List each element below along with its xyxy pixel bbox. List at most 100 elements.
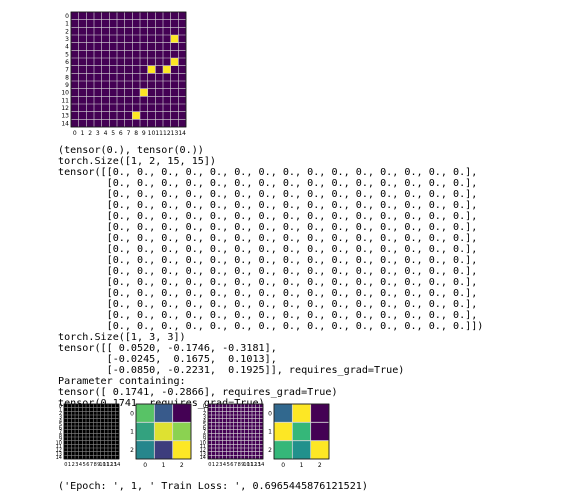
heatmap-cell xyxy=(82,404,86,408)
heatmap-cell xyxy=(215,433,219,437)
heatmap-cell xyxy=(75,429,79,434)
x-tick-label: 0 xyxy=(64,462,67,468)
heatmap-cell xyxy=(163,88,171,97)
heatmap-cell xyxy=(147,119,156,127)
heatmap-cell xyxy=(78,58,87,66)
heatmap-cell xyxy=(124,73,133,81)
heatmap-cell xyxy=(86,19,94,28)
heatmap-cell xyxy=(71,42,79,51)
x-tick-label: 6 xyxy=(119,130,123,137)
heatmap-cell xyxy=(78,418,83,423)
console-line: torch.Size([1, 3, 3]) xyxy=(58,332,186,343)
console-line: [0., 0., 0., 0., 0., 0., 0., 0., 0., 0.,… xyxy=(58,266,478,277)
x-tick-label: 2 xyxy=(216,462,219,468)
heatmap-cell xyxy=(252,411,256,415)
y-tick-label: 4 xyxy=(203,418,206,424)
heatmap-cell xyxy=(117,27,125,35)
heatmap-cell xyxy=(64,448,68,452)
x-tick-label: 0 xyxy=(73,130,77,137)
heatmap-cell xyxy=(132,81,140,89)
heatmap-cell xyxy=(67,418,72,423)
heatmap-cell xyxy=(259,404,263,408)
x-tick-label: 3 xyxy=(96,130,100,137)
heatmap-cell xyxy=(108,455,112,459)
heatmap-cell xyxy=(89,426,94,430)
heatmap-cell xyxy=(97,418,101,423)
heatmap-cell xyxy=(75,448,79,452)
heatmap-cell xyxy=(115,415,119,419)
heatmap-cell xyxy=(111,415,116,419)
heatmap-cell xyxy=(147,19,156,28)
heatmap-cell xyxy=(109,27,117,35)
heatmap-cell xyxy=(237,426,241,430)
y-tick-label: 1 xyxy=(59,407,62,413)
heatmap-cell xyxy=(233,455,238,459)
heatmap-cell xyxy=(78,451,83,456)
y-tick-label: 9 xyxy=(203,437,206,443)
heatmap-cell xyxy=(124,88,133,97)
x-tick-label: 4 xyxy=(223,462,226,468)
heatmap-cell xyxy=(64,422,68,426)
heatmap-cell xyxy=(100,411,105,415)
heatmap-cell xyxy=(241,444,245,448)
heatmap-small-purple: 0 1 2 3 4 5 6 7 8 9 10 11 12 13 14 0 1 2 3 4 5 6 7 8 9 10 11 12 13 14 xyxy=(200,402,280,472)
heatmap-active-cell xyxy=(163,65,171,74)
heatmap-cell xyxy=(86,12,94,20)
heatmap-cell xyxy=(117,50,125,58)
heatmap-cell xyxy=(97,440,101,445)
heatmap-cell xyxy=(101,27,110,35)
y-tick-label: 13 xyxy=(200,451,206,457)
y-tick-label: 3 xyxy=(203,415,206,421)
heatmap-cell xyxy=(71,451,75,456)
heatmap-cell xyxy=(117,111,125,120)
heatmap-cell xyxy=(101,58,110,66)
heatmap-cell xyxy=(215,451,219,456)
heatmap-cell xyxy=(86,81,94,89)
heatmap-cell xyxy=(71,429,75,434)
heatmap-cell xyxy=(101,50,110,58)
heatmap-cell xyxy=(140,12,148,20)
heatmap-cell xyxy=(89,418,94,423)
heatmap-cell xyxy=(78,415,83,419)
heatmap-cell xyxy=(178,119,186,127)
heatmap-cell xyxy=(140,35,148,43)
heatmap-cell xyxy=(86,65,94,74)
plot-frame xyxy=(70,11,187,128)
heatmap-cell xyxy=(67,444,72,448)
heatmap-cell xyxy=(100,404,105,408)
heatmap-cell xyxy=(230,448,234,452)
heatmap-cell xyxy=(78,448,83,452)
heatmap-cell xyxy=(71,422,75,426)
heatmap-cell xyxy=(230,426,234,430)
heatmap-cell xyxy=(86,448,90,452)
heatmap-cell xyxy=(170,12,179,20)
heatmap-cell xyxy=(259,440,263,445)
heatmap-cell xyxy=(178,50,186,58)
heatmap-cell xyxy=(97,422,101,426)
heatmap-cell xyxy=(208,433,212,437)
heatmap-cell xyxy=(108,433,112,437)
heatmap-cell xyxy=(71,448,75,452)
heatmap-cell xyxy=(78,111,87,120)
heatmap-cell xyxy=(75,451,79,456)
heatmap-cell xyxy=(75,418,79,423)
heatmap-cell xyxy=(244,418,249,423)
heatmap-cell xyxy=(259,415,263,419)
y-tick-label: 12 xyxy=(200,448,206,454)
y-tick-label: 8 xyxy=(203,433,206,439)
heatmap-cell xyxy=(94,12,102,20)
heatmap-cell xyxy=(241,455,245,459)
heatmap-cell xyxy=(140,104,148,112)
y-tick-label: 9 xyxy=(65,82,69,89)
heatmap-cell xyxy=(115,451,119,456)
y-tick-label: 3 xyxy=(59,415,62,421)
heatmap-cell xyxy=(82,422,86,426)
heatmap-cell xyxy=(78,411,83,415)
heatmap-cell xyxy=(117,58,125,66)
heatmap-cell xyxy=(208,418,212,423)
heatmap-cell xyxy=(155,42,163,51)
heatmap-cell xyxy=(241,429,245,434)
heatmap-cell xyxy=(111,433,116,437)
heatmap-cell xyxy=(170,96,179,104)
heatmap-cell xyxy=(237,418,241,423)
